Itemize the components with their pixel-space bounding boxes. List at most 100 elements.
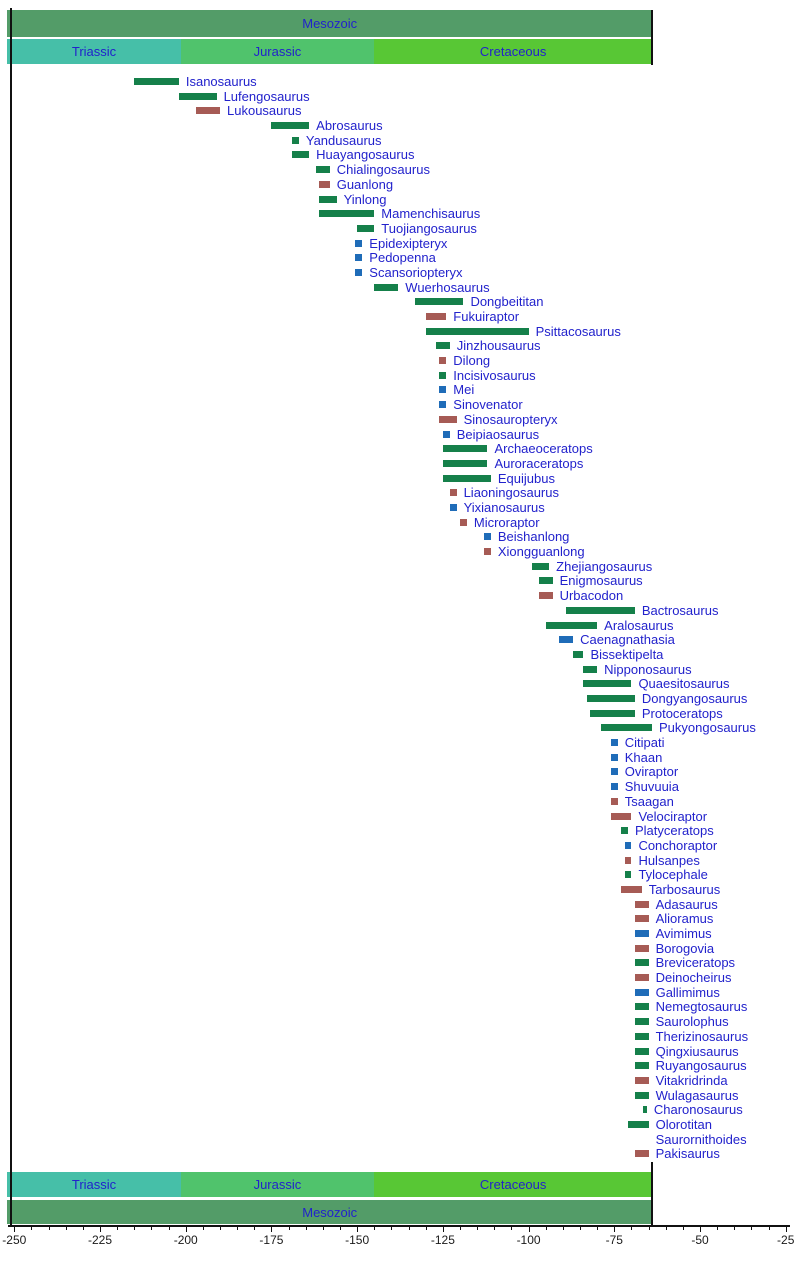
- taxon-label-lukousaurus: Lukousaurus: [227, 103, 302, 119]
- taxon-bar-isanosaurus: [134, 78, 179, 85]
- taxon-label-alioramus: Alioramus: [655, 911, 714, 927]
- taxon-bar-bissektipelta: [573, 650, 584, 658]
- taxon-bar-avimimus: [634, 930, 649, 938]
- taxon-label-nemegtosaurus: Nemegtosaurus: [655, 999, 748, 1015]
- axis-minor-tick: [168, 1226, 170, 1230]
- taxon-label-mei: Mei: [453, 382, 475, 398]
- taxon-label-tarbosaurus: Tarbosaurus: [648, 881, 721, 897]
- axis-minor-tick: [65, 1226, 67, 1230]
- taxon-bar-jinzhousaurus: [436, 342, 450, 350]
- taxon-bar-conchoraptor: [624, 841, 632, 849]
- taxon-bar-abrosaurus: [271, 122, 310, 130]
- taxon-bar-wulagasaurus: [634, 1091, 649, 1099]
- axis-major-tick: [442, 1226, 444, 1232]
- axis-minor-tick: [562, 1226, 564, 1230]
- taxon-label-sinosauropteryx: Sinosauropteryx: [463, 411, 558, 427]
- period-cell-triassic-top: Triassic: [7, 39, 181, 64]
- taxon-bar-tuojiangosaurus: [357, 224, 375, 232]
- taxon-bar-archaeoceratops: [442, 445, 488, 453]
- axis-minor-tick: [477, 1226, 479, 1230]
- taxon-label-pakisaurus: Pakisaurus: [655, 1146, 720, 1162]
- taxon-bar-psittacosaurus: [425, 327, 529, 335]
- plot-right-spine-bottom: [651, 1162, 653, 1226]
- axis-major-tick: [357, 1226, 359, 1232]
- taxon-bar-yandusaurus: [292, 136, 299, 144]
- taxon-label-qingxiusaurus: Qingxiusaurus: [655, 1043, 739, 1059]
- period-cell-triassic-bottom: Triassic: [7, 1172, 181, 1197]
- axis-major-tick: [700, 1226, 701, 1232]
- taxon-bar-citipati: [610, 739, 618, 747]
- taxon-label-dilong: Dilong: [453, 353, 491, 369]
- axis-minor-tick: [631, 1226, 633, 1230]
- axis-minor-tick: [597, 1226, 599, 1230]
- taxon-label-pukyongosaurus: Pukyongosaurus: [659, 720, 756, 736]
- taxon-bar-borogovia: [634, 944, 649, 952]
- axis-minor-tick: [717, 1226, 719, 1230]
- taxon-bar-dongyangosaurus: [586, 694, 635, 702]
- taxon-bar-tsaagan: [610, 797, 618, 805]
- taxon-label-pedopenna: Pedopenna: [369, 250, 436, 266]
- axis-minor-tick: [305, 1226, 307, 1230]
- taxon-bar-guanlong: [319, 180, 330, 188]
- axis-tick-label: -175: [259, 1233, 284, 1247]
- taxon-bar-alioramus: [634, 915, 649, 923]
- taxon-bar-yinlong: [319, 195, 337, 203]
- taxon-bar-beipiaosaurus: [442, 430, 450, 438]
- taxon-label-nipponosaurus: Nipponosaurus: [604, 661, 692, 677]
- axis-minor-tick: [511, 1226, 513, 1230]
- taxon-bar-urbacodon: [538, 592, 553, 600]
- taxon-bar-wuerhosaurus: [374, 283, 399, 291]
- taxon-label-epidexipteryx: Epidexipteryx: [369, 235, 448, 251]
- taxon-label-scansoriopteryx: Scansoriopteryx: [369, 264, 463, 280]
- taxon-bar-platyceratops: [621, 827, 628, 835]
- taxon-bar-pukyongosaurus: [600, 724, 652, 732]
- taxon-bar-protoceratops: [590, 709, 635, 717]
- taxon-label-yandusaurus: Yandusaurus: [305, 132, 382, 148]
- axis-minor-tick: [134, 1226, 136, 1230]
- taxon-label-jinzhousaurus: Jinzhousaurus: [456, 338, 541, 354]
- taxon-bar-scansoriopteryx: [355, 268, 363, 276]
- taxon-label-olorotitan: Olorotitan: [655, 1116, 712, 1132]
- taxon-label-dongyangosaurus: Dongyangosaurus: [641, 690, 748, 706]
- taxon-label-mamenchisaurus: Mamenchisaurus: [381, 206, 481, 222]
- taxon-bar-tarbosaurus: [621, 885, 642, 893]
- taxon-label-khaan: Khaan: [624, 749, 663, 765]
- taxon-label-archaeoceratops: Archaeoceratops: [494, 441, 593, 457]
- taxon-label-xiongguanlong: Xiongguanlong: [497, 544, 585, 560]
- taxon-label-oviraptor: Oviraptor: [624, 764, 679, 780]
- taxon-bar-microraptor: [460, 518, 467, 526]
- taxon-label-aralosaurus: Aralosaurus: [604, 617, 674, 633]
- taxon-label-saurolophus: Saurolophus: [655, 1014, 729, 1030]
- axis-major-tick: [785, 1226, 787, 1232]
- taxon-bar-lukousaurus: [196, 107, 220, 115]
- taxon-label-enigmosaurus: Enigmosaurus: [559, 573, 643, 589]
- axis-tick-label: -225: [87, 1233, 113, 1247]
- taxon-bar-khaan: [610, 753, 618, 761]
- taxon-bar-nemegtosaurus: [634, 1003, 649, 1011]
- taxon-bar-beishanlong: [484, 533, 491, 541]
- taxon-label-ruyangosaurus: Ruyangosaurus: [655, 1058, 747, 1074]
- taxon-label-wuerhosaurus: Wuerhosaurus: [405, 279, 490, 295]
- period-cell-jurassic-top: Jurassic: [180, 39, 375, 64]
- axis-minor-tick: [734, 1226, 736, 1230]
- taxon-bar-caenagnathasia: [559, 636, 574, 644]
- taxon-bar-tylocephale: [624, 871, 632, 879]
- taxon-bar-hulsanpes: [624, 856, 632, 864]
- taxon-bar-deinocheirus: [634, 974, 649, 982]
- axis-major-tick: [528, 1226, 530, 1232]
- axis-minor-tick: [494, 1226, 496, 1230]
- taxon-label-charonosaurus: Charonosaurus: [653, 1102, 743, 1118]
- taxon-bar-ruyangosaurus: [634, 1062, 649, 1070]
- taxon-label-shuvuuia: Shuvuuia: [624, 779, 679, 795]
- taxon-label-avimimus: Avimimus: [655, 926, 712, 942]
- axis-minor-tick: [374, 1226, 376, 1230]
- taxon-label-auroraceratops: Auroraceratops: [494, 455, 584, 471]
- taxon-label-microraptor: Microraptor: [473, 514, 540, 530]
- taxon-bar-chialingosaurus: [316, 166, 330, 174]
- axis-minor-tick: [665, 1226, 667, 1230]
- taxon-label-psittacosaurus: Psittacosaurus: [535, 323, 621, 339]
- taxon-label-therizinosaurus: Therizinosaurus: [655, 1028, 749, 1044]
- axis-minor-tick: [460, 1226, 461, 1230]
- taxon-label-vitakridrinda: Vitakridrinda: [655, 1072, 728, 1088]
- taxon-bar-aralosaurus: [545, 621, 598, 629]
